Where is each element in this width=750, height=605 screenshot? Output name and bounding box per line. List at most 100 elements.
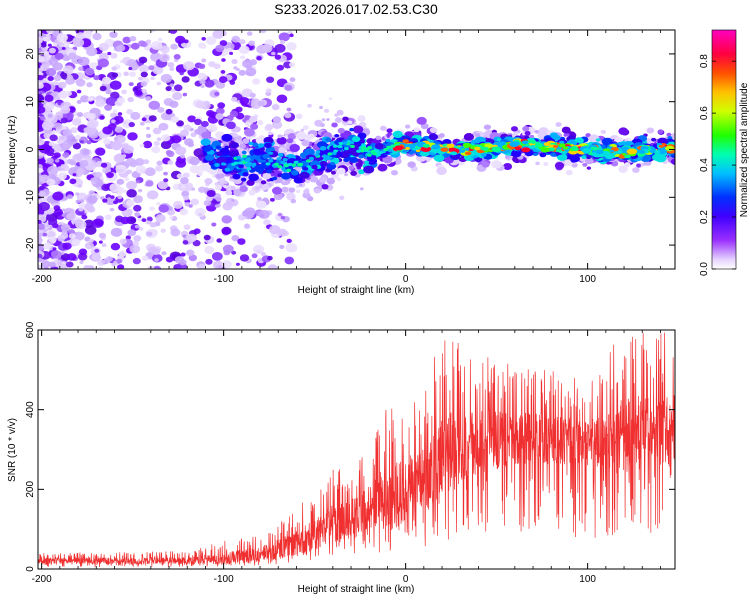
spectral-noise-blob [171,135,182,144]
spectral-noise-blob [200,84,205,89]
spectral-noise-blob [169,83,175,88]
snr-xlabel: Height of straight line (km) [298,584,415,595]
spectral-ridge-blob [496,137,502,142]
spectral-peak-blob [291,163,297,167]
spectral-ridge-blob [221,133,233,142]
spectral-ridge-blob [563,132,570,138]
spectral-peak-blob [571,147,579,152]
spectral-noise-blob [197,263,207,269]
spectral-noise-blob [161,251,167,256]
spectral-ridge-blob [657,129,664,134]
spectral-noise-blob [43,242,52,250]
spectral-ridge-blob [260,180,267,185]
spectral-peak-blob [394,145,404,151]
spectral-ridge-blob [221,162,226,166]
spectral-noise-blob [258,209,270,220]
spectral-noise-blob [87,206,96,213]
spectral-noise-blob [65,76,75,85]
spectral-noise-blob [71,118,82,126]
spectral-ridge-blob [286,138,294,144]
spectral-noise-blob [251,253,258,259]
spectral-ridge-blob [618,165,628,173]
spectral-noise-blob [190,198,199,206]
spectral-noise-blob [126,199,135,207]
spectral-noise-blob [188,254,198,262]
spectral-ridge-blob [291,170,299,176]
spectral-noise-blob [170,88,176,93]
colorbar-tick-label: 0.4 [699,158,710,172]
spectral-noise-blob [257,100,265,107]
spectral-noise-blob [157,107,165,113]
spectral-noise-blob [92,218,104,228]
spectral-noise-blob [183,195,190,201]
spectral-noise-blob [145,96,152,102]
spectral-ridge-blob [574,137,584,144]
spectral-noise-blob [113,153,125,163]
spectral-noise-blob [95,171,103,178]
spectral-noise-blob [68,166,80,176]
spectral-noise-blob [95,99,106,108]
spectral-noise-blob [140,81,148,87]
spectral-noise-blob [98,42,109,52]
spectral-noise-blob [91,181,96,185]
spectral-noise-blob [124,177,130,181]
spectral-peak-blob [308,156,314,161]
spectral-ridge-blob [255,200,267,209]
spectral-noise-blob [133,195,143,204]
spectral-noise-blob [144,167,156,177]
spectral-noise-blob [160,45,170,54]
spectral-noise-blob [117,195,123,200]
spectral-ridge-blob [504,154,511,159]
spectral-noise-blob [40,116,46,121]
spectral-noise-blob [357,115,366,122]
spectral-noise-blob [183,124,192,131]
spectral-noise-blob [221,58,226,62]
spectral-peak-blob [349,141,355,145]
spectral-noise-blob [104,214,112,221]
spectral-noise-blob [279,39,286,45]
spectral-noise-blob [106,171,114,179]
spectral-noise-blob [133,87,139,91]
spectral-peak-blob [366,153,372,157]
spectral-noise-blob [62,242,72,250]
spectral-noise-blob [326,118,330,121]
y-tick-label: 400 [25,401,36,418]
spectral-noise-blob [212,30,224,39]
spectral-noise-blob [95,147,106,156]
spectral-noise-blob [127,132,138,141]
spectral-noise-blob [66,212,76,221]
snr-ticks: -200 -100 0 100 0 200 400 600 [25,321,675,585]
spectral-noise-blob [148,246,157,254]
spectral-noise-blob [62,152,70,158]
spectral-ridge-blob [349,156,359,163]
spectral-noise-blob [61,144,68,150]
spectral-peak-blob [540,147,550,153]
spectral-noise-blob [61,46,66,51]
spectral-ridge-blob [428,133,439,141]
spectral-ridge-blob [595,138,601,142]
spectral-noise-blob [67,253,77,261]
spectral-noise-blob [156,81,162,86]
spectral-peak-blob [390,144,396,148]
spectral-peak-blob [462,142,472,148]
spectral-noise-blob [87,119,99,129]
spectral-noise-blob [77,184,83,188]
spectral-ridge-blob [319,123,325,128]
spectral-ridge-blob [239,185,248,193]
spectral-ridge-blob [543,161,549,167]
spectral-peak-blob [464,151,472,156]
spectral-noise-blob [149,206,155,211]
spectral-ridge-blob [644,160,652,166]
spectral-ridge-blob [355,162,363,168]
spectral-noise-blob [215,113,224,120]
spectral-noise-blob [129,244,141,254]
spectral-peak-blob [361,143,367,147]
spectral-noise-blob [145,180,154,187]
spectral-peak-blob [315,150,321,154]
spectral-noise-blob [213,63,221,70]
spectral-ridge-blob [581,155,587,160]
spectral-ridge-blob [392,130,403,139]
spectral-peak-blob [558,143,566,148]
spectral-noise-blob [194,207,206,217]
spectral-peak-blob [265,162,271,166]
